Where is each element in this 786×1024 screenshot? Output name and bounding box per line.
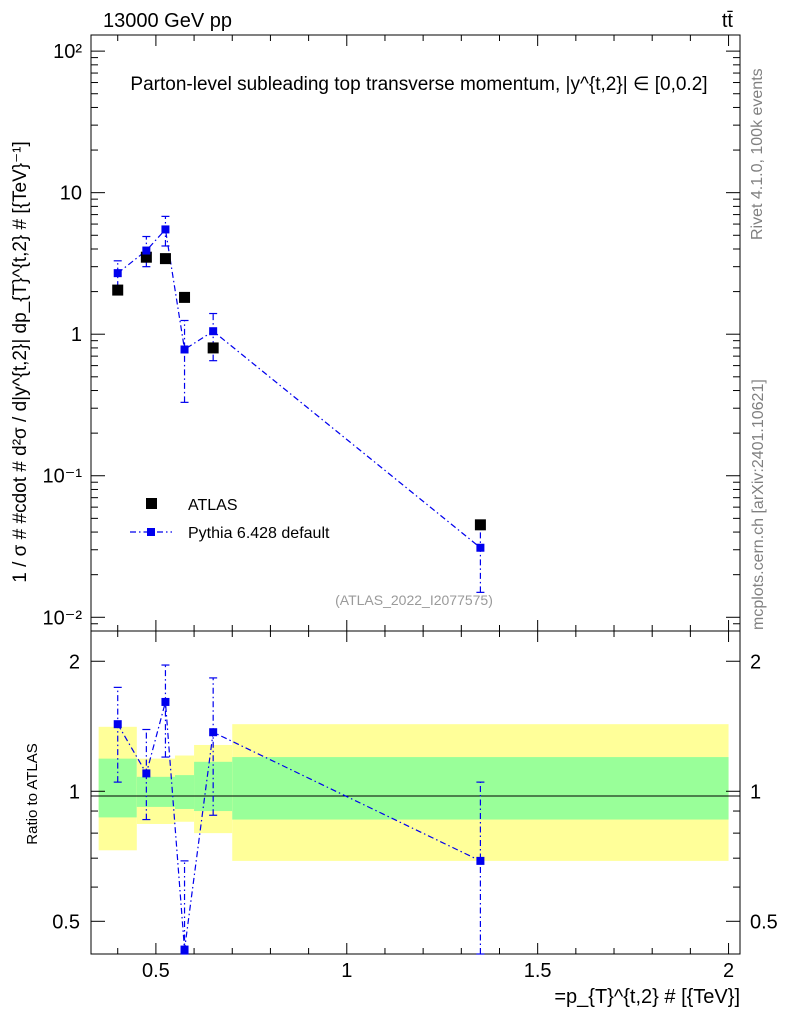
ratio-y-axis-label: Ratio to ATLAS: [24, 743, 41, 844]
ratio-band-inner: [136, 776, 175, 807]
ratio-y-tick-label-right: 2: [750, 651, 761, 673]
x-tick-label: 2: [723, 960, 734, 982]
process-label: tt̄: [722, 10, 734, 32]
pythia-ratio-point: [161, 697, 170, 706]
atlas-point: [112, 284, 124, 296]
pythia-point: [161, 225, 170, 234]
pythia-point: [142, 246, 151, 255]
mcplots-label: mcplots.cern.ch [arXiv:2401.10621]: [750, 379, 767, 630]
pythia-ratio-point: [180, 945, 189, 954]
atlas-point: [207, 342, 219, 354]
rivet-version-label: Rivet 4.1.0, 100k events: [749, 68, 766, 240]
plot-title: Parton-level subleading top transverse m…: [130, 74, 707, 95]
ratio-y-tick-label: 1: [69, 781, 80, 803]
pythia-ratio-point: [142, 769, 151, 778]
legend: ATLAS Pythia 6.428 default: [130, 497, 330, 542]
ratio-y-tick-label-right: 0.5: [750, 911, 778, 933]
pythia-main-line: [117, 228, 481, 549]
atlas-point: [179, 291, 191, 303]
pythia-point: [113, 269, 122, 278]
atlas-point: [474, 519, 486, 531]
main-y-tick-label: 10⁻¹: [43, 466, 83, 488]
ratio-y-tick-label: 0.5: [52, 911, 80, 933]
x-axis-label: =p_{T}^{t,2} # [{TeV}]: [554, 986, 740, 1008]
legend-pythia-marker: [147, 528, 155, 536]
main-y-tick-label: 10⁻²: [43, 607, 83, 629]
atlas-point: [140, 251, 152, 263]
main-y-axis-label: 1 / σ # #cdot # d²σ / d|y^{t,2}| dp_{T}^…: [10, 141, 31, 582]
legend-atlas-label: ATLAS: [188, 497, 238, 514]
ratio-band-inner: [174, 775, 195, 809]
axis-ticks: [91, 35, 740, 954]
main-y-tick-label: 10: [60, 183, 82, 205]
ratio-panel-frame: [90, 630, 741, 955]
ratio-uncertainty-bands: [98, 724, 729, 861]
pythia-ratio-point: [209, 728, 218, 737]
x-tick-label: 1: [341, 960, 352, 982]
legend-atlas-marker: [146, 498, 157, 509]
x-tick-label: 1.5: [524, 960, 552, 982]
pythia-point: [180, 345, 189, 354]
pythia-ratio-point: [113, 720, 122, 729]
ratio-y-tick-label-right: 1: [750, 781, 761, 803]
pythia-point: [209, 327, 218, 336]
data-series: [112, 215, 486, 955]
legend-pythia-label: Pythia 6.428 default: [188, 525, 330, 542]
pythia-ratio-point: [476, 856, 485, 865]
pythia-point: [476, 543, 485, 552]
analysis-watermark: (ATLAS_2022_I2077575): [335, 592, 493, 608]
main-y-tick-label: 10²: [53, 41, 82, 63]
energy-label: 13000 GeV pp: [103, 10, 232, 32]
ratio-y-tick-label: 2: [69, 651, 80, 673]
atlas-point: [159, 253, 171, 265]
axis-tick-labels: 0.5 1 1.5 2 10⁻² 10⁻¹ 1 10 10² 0.5 0.5 1 1 2 2: [43, 41, 778, 982]
main-y-tick-label: 1: [71, 324, 82, 346]
x-tick-label: 0.5: [142, 960, 170, 982]
